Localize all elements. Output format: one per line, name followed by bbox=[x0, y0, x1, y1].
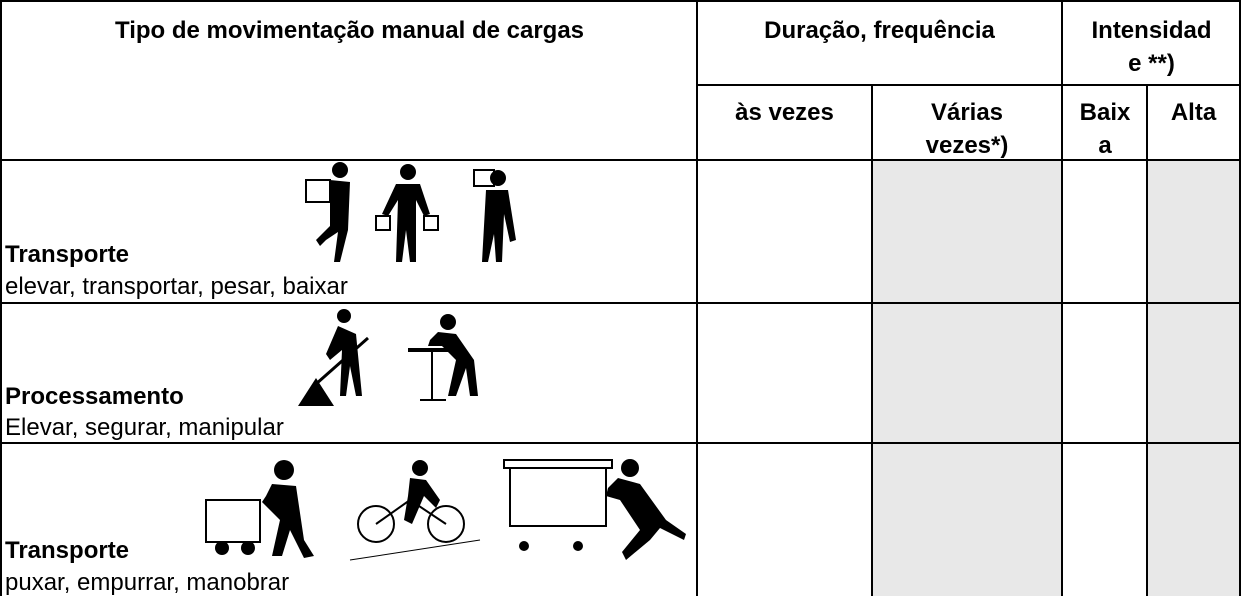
row-actions: elevar, transportar, pesar, baixar bbox=[5, 273, 348, 300]
row-title: Processamento bbox=[5, 383, 184, 410]
shaded-column bbox=[872, 160, 1062, 596]
row-title: Transporte bbox=[5, 241, 130, 268]
row-actions: puxar, empurrar, manobrar bbox=[5, 569, 290, 596]
subheader: às vezes bbox=[735, 99, 834, 126]
figures-pushing bbox=[205, 459, 686, 561]
subheader: Baixa bbox=[1079, 99, 1131, 159]
header-type: Tipo de movimentação manual de cargas bbox=[114, 17, 585, 44]
row-title: Transporte bbox=[5, 537, 130, 564]
header-duration: Duração, frequência bbox=[764, 17, 995, 44]
row-actions: Elevar, segurar, manipular bbox=[5, 414, 284, 441]
shaded-column bbox=[1147, 160, 1240, 596]
subheader: Várias vezes*) bbox=[925, 99, 1009, 159]
subheader: Alta bbox=[1170, 99, 1217, 126]
figures-processing bbox=[298, 309, 478, 406]
figures-carrying bbox=[305, 162, 516, 262]
header-intensity: Intensidade **) bbox=[1091, 17, 1212, 77]
